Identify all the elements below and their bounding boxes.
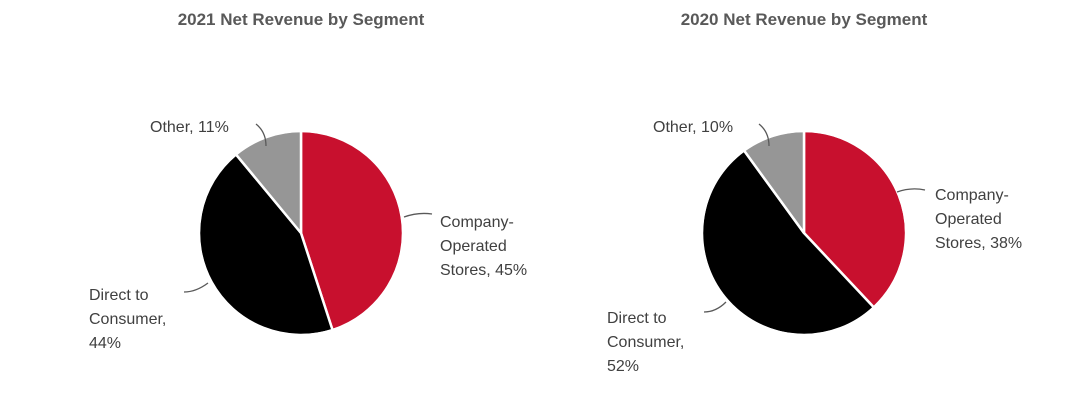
slice-label-2021-other: Other, 11% <box>150 116 229 140</box>
slice-label-line: Stores, 38% <box>935 235 1023 252</box>
slice-label-2020-other: Other, 10% <box>653 116 733 140</box>
slice-label-line: 44% <box>89 335 122 352</box>
leader-line-2020-other <box>758 123 770 147</box>
slice-label-line: Operated <box>935 211 1002 228</box>
leader-line-2021-company-operated-stores <box>403 212 433 218</box>
slice-label-line: Company- <box>440 214 514 231</box>
slice-label-line: Stores, 45% <box>440 262 528 279</box>
chart-title-2020: 2020 Net Revenue by Segment <box>680 10 928 29</box>
slice-label-line: Company- <box>935 187 1009 204</box>
slice-label-2020-direct-to-consumer: Direct to Consumer, 52% <box>607 307 684 379</box>
slice-label-line: Consumer, <box>89 311 167 328</box>
slice-label-2021-company-operated-stores: Company- Operated Stores, 45% <box>440 211 527 283</box>
chart-title-2021: 2021 Net Revenue by Segment <box>177 10 425 29</box>
pie-outline-2021 <box>198 130 404 336</box>
slice-label-line: Direct to <box>89 287 149 304</box>
slice-label-line: Operated <box>440 238 507 255</box>
pie-outline-2020 <box>701 130 907 336</box>
leader-line-2021-other <box>255 123 267 147</box>
slice-label-line: Other, 11% <box>150 119 229 136</box>
slice-label-2021-direct-to-consumer: Direct to Consumer, 44% <box>89 284 166 356</box>
slice-label-2020-company-operated-stores: Company- Operated Stores, 38% <box>935 184 1022 256</box>
leader-line-2020-company-operated-stores <box>896 188 926 193</box>
slice-label-line: Consumer, <box>607 334 685 351</box>
slice-label-line: 52% <box>607 358 640 375</box>
leader-line-2021-direct-to-consumer <box>183 282 209 293</box>
leader-line-2020-direct-to-consumer <box>703 301 727 313</box>
slice-label-line: Direct to <box>607 310 667 327</box>
slice-label-line: Other, 10% <box>653 119 734 136</box>
